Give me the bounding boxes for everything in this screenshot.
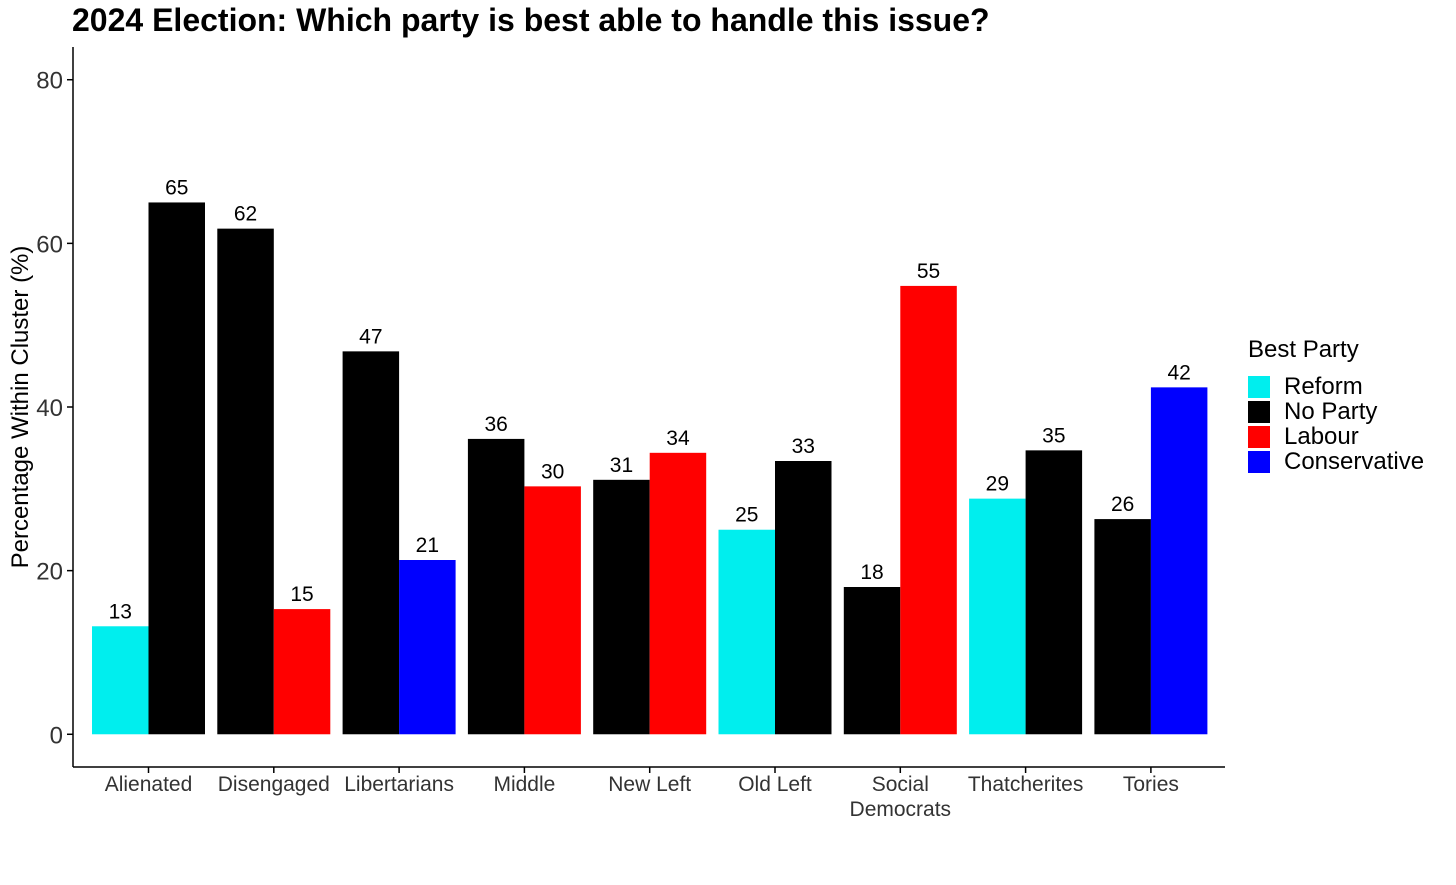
x-axis: Alienated Disengaged Libertarians Middle New… — [73, 766, 1225, 821]
bar-value-label: 30 — [541, 460, 564, 483]
x-tick-label: Old Left — [738, 773, 812, 796]
bar — [775, 461, 832, 735]
x-tick-label: Social Democrats — [850, 773, 952, 821]
bar-value-label: 26 — [1111, 493, 1134, 516]
legend-item: Labour — [1248, 422, 1424, 450]
legend-swatch — [1248, 400, 1270, 423]
legend-items: Reform No Party Labour Conservative — [1248, 372, 1425, 475]
legend-label: No Party — [1284, 397, 1378, 425]
x-tick-label: Middle — [493, 773, 555, 796]
legend: Best Party Reform No Party Labour Conservat… — [1248, 336, 1425, 475]
bar-value-label: 65 — [165, 176, 188, 199]
bar — [524, 486, 581, 735]
bar-value-label: 47 — [359, 325, 382, 348]
bars — [92, 202, 1208, 735]
bar — [1025, 450, 1083, 735]
bar — [593, 479, 650, 735]
bar-value-label: 62 — [234, 203, 257, 226]
bar-value-label: 29 — [986, 473, 1009, 496]
bar — [273, 609, 331, 735]
bar — [969, 498, 1026, 735]
bar-value-label: 18 — [860, 561, 883, 584]
bar — [900, 285, 957, 735]
bar — [843, 587, 901, 735]
legend-item: Conservative — [1248, 447, 1425, 475]
legend-swatch — [1248, 450, 1270, 473]
bar — [92, 626, 149, 735]
legend-label: Reform — [1284, 372, 1363, 400]
legend-item: No Party — [1248, 397, 1424, 425]
x-tick-label: Disengaged — [218, 773, 330, 796]
y-tick-label: 40 — [36, 395, 63, 422]
chart-title: 2024 Election: Which party is best able … — [72, 2, 990, 38]
legend-label: Conservative — [1284, 447, 1425, 475]
bar-value-label: 15 — [290, 583, 313, 606]
bar-value-label: 36 — [484, 413, 507, 436]
x-tick-label: Alienated — [105, 773, 193, 796]
bar — [649, 452, 707, 735]
bar-value-label: 55 — [917, 260, 940, 283]
y-tick-label: 80 — [36, 68, 63, 95]
bar — [342, 351, 400, 735]
bar-value-label: 13 — [109, 600, 132, 623]
bar-labels: 13 65 62 15 47 21 36 30 31 34 25 33 18 55 29 35 26 42 — [109, 176, 1191, 623]
legend-title: Best Party — [1248, 336, 1359, 363]
bar-value-label: 25 — [735, 504, 758, 527]
x-tick-label: New Left — [608, 773, 691, 796]
bar — [467, 438, 525, 735]
bar-value-label: 42 — [1167, 361, 1190, 384]
bar — [1150, 387, 1208, 735]
bar-value-label: 35 — [1042, 424, 1065, 447]
bar — [1094, 519, 1151, 735]
bar-value-label: 21 — [416, 534, 439, 557]
bar — [217, 228, 274, 735]
legend-swatch — [1248, 375, 1270, 398]
legend-item: Reform — [1248, 372, 1424, 400]
y-tick-label: 20 — [36, 559, 63, 586]
y-tick-label: 0 — [50, 722, 63, 749]
legend-swatch — [1248, 425, 1270, 448]
bar-value-label: 31 — [610, 454, 633, 477]
x-tick-label: Libertarians — [344, 773, 454, 796]
bar-value-label: 34 — [666, 427, 690, 450]
x-tick-label: Thatcherites — [968, 773, 1084, 796]
y-axis-title: Percentage Within Cluster (%) — [7, 246, 34, 569]
bar-value-label: 33 — [792, 435, 815, 458]
x-tick-label: Tories — [1123, 773, 1179, 796]
y-axis: 0 20 40 60 80 — [36, 47, 74, 767]
bar — [718, 529, 775, 735]
y-tick-label: 60 — [36, 231, 63, 258]
bar — [148, 202, 205, 735]
bar — [399, 560, 456, 735]
legend-label: Labour — [1284, 422, 1359, 450]
